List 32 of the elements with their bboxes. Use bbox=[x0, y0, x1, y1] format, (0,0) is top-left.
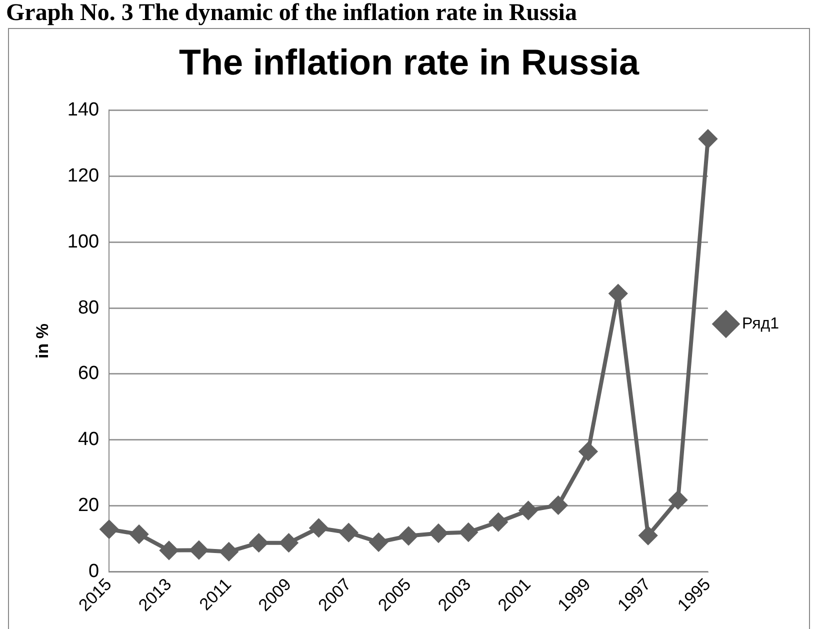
point bbox=[280, 534, 298, 552]
y-axis-title: in % bbox=[32, 324, 52, 358]
point bbox=[669, 490, 688, 509]
y-tick-label: 0 bbox=[88, 561, 100, 582]
legend-label: Ряд1 bbox=[742, 315, 780, 332]
y-tick-label: 120 bbox=[67, 165, 100, 186]
point bbox=[370, 533, 388, 552]
point bbox=[579, 442, 598, 460]
point bbox=[340, 524, 358, 542]
y-tick-label: 20 bbox=[78, 495, 100, 516]
point bbox=[100, 520, 118, 538]
point bbox=[250, 534, 268, 552]
point bbox=[639, 526, 658, 545]
point bbox=[160, 541, 178, 560]
point bbox=[190, 541, 208, 560]
point bbox=[400, 526, 418, 545]
y-tick-label: 140 bbox=[67, 99, 100, 120]
point bbox=[519, 502, 538, 520]
y-tick-label: 100 bbox=[67, 231, 100, 252]
y-tick-label: 80 bbox=[78, 297, 100, 318]
point bbox=[489, 513, 508, 532]
point bbox=[459, 523, 478, 542]
y-tick-label: 60 bbox=[78, 363, 100, 384]
point bbox=[429, 524, 448, 542]
text: Graph No. 3 The dynamic of the inflation rate in Russia bbox=[5, 0, 578, 26]
chart-title: The inflation rate in Russia bbox=[178, 42, 640, 83]
point bbox=[220, 542, 238, 561]
point bbox=[549, 496, 568, 514]
point bbox=[130, 525, 148, 544]
y-tick-label: 40 bbox=[78, 429, 100, 450]
point bbox=[698, 130, 717, 148]
point bbox=[310, 518, 328, 537]
